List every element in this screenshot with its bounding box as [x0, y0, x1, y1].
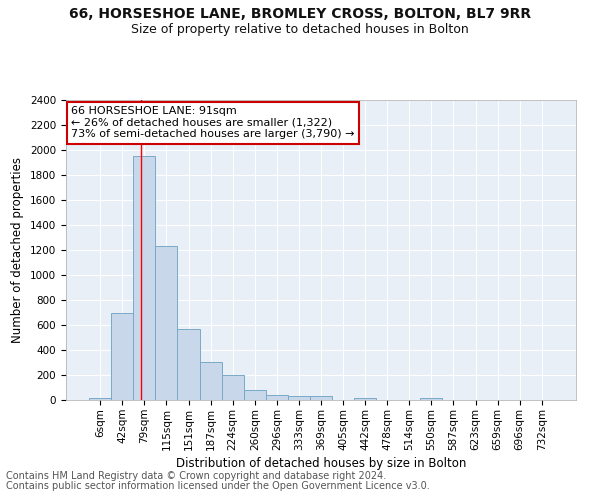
Text: Distribution of detached houses by size in Bolton: Distribution of detached houses by size …	[176, 458, 466, 470]
Bar	[89, 398, 111, 400]
Bar	[200, 362, 221, 400]
Text: Contains HM Land Registry data © Crown copyright and database right 2024.: Contains HM Land Registry data © Crown c…	[6, 471, 386, 481]
Bar	[111, 312, 133, 400]
Bar	[244, 390, 266, 400]
Bar	[354, 398, 376, 400]
Y-axis label: Number of detached properties: Number of detached properties	[11, 157, 25, 343]
Text: Contains public sector information licensed under the Open Government Licence v3: Contains public sector information licen…	[6, 481, 430, 491]
Text: 66 HORSESHOE LANE: 91sqm
← 26% of detached houses are smaller (1,322)
73% of sem: 66 HORSESHOE LANE: 91sqm ← 26% of detach…	[71, 106, 355, 139]
Bar	[310, 396, 332, 400]
Text: Size of property relative to detached houses in Bolton: Size of property relative to detached ho…	[131, 22, 469, 36]
Text: 66, HORSESHOE LANE, BROMLEY CROSS, BOLTON, BL7 9RR: 66, HORSESHOE LANE, BROMLEY CROSS, BOLTO…	[69, 8, 531, 22]
Bar	[155, 246, 178, 400]
Bar	[288, 396, 310, 400]
Bar	[421, 398, 442, 400]
Bar	[133, 156, 155, 400]
Bar	[178, 329, 200, 400]
Bar	[266, 395, 288, 400]
Bar	[221, 375, 244, 400]
